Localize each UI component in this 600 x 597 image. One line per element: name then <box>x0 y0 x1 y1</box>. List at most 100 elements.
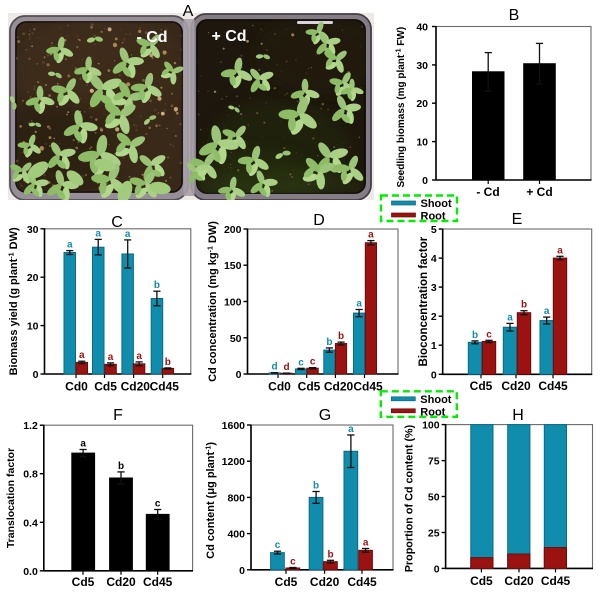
svg-text:10: 10 <box>27 321 39 333</box>
svg-text:a: a <box>108 352 114 363</box>
svg-text:Seedling biomass (mg plant-1 F: Seedling biomass (mg plant-1 FW) <box>396 27 408 188</box>
svg-text:d: d <box>272 362 278 373</box>
svg-text:a: a <box>67 240 73 251</box>
svg-text:4: 4 <box>431 253 437 265</box>
svg-text:150: 150 <box>224 260 242 272</box>
svg-text:Root: Root <box>421 211 446 223</box>
svg-text:Cd20: Cd20 <box>106 575 136 589</box>
svg-text:c: c <box>155 499 161 510</box>
svg-text:Cd45: Cd45 <box>143 575 173 589</box>
svg-text:a: a <box>363 538 369 549</box>
svg-text:a: a <box>348 424 354 435</box>
svg-text:b: b <box>165 357 171 368</box>
svg-text:Translocation factor: Translocation factor <box>5 448 17 548</box>
svg-text:30: 30 <box>27 224 39 236</box>
svg-text:0: 0 <box>422 175 428 187</box>
svg-text:1.2: 1.2 <box>23 420 38 432</box>
svg-text:Cd0: Cd0 <box>65 380 88 394</box>
svg-text:b: b <box>154 280 160 291</box>
svg-text:b: b <box>338 331 344 342</box>
svg-text:0.0: 0.0 <box>23 566 38 578</box>
svg-text:50: 50 <box>230 333 242 345</box>
svg-text:100: 100 <box>422 420 440 432</box>
svg-text:Cd45: Cd45 <box>538 379 568 393</box>
svg-text:Shoot: Shoot <box>421 198 452 210</box>
svg-text:a: a <box>356 299 362 310</box>
svg-text:1200: 1200 <box>222 456 246 468</box>
svg-text:75: 75 <box>428 456 440 468</box>
svg-text:b: b <box>313 481 319 492</box>
svg-text:0: 0 <box>236 369 242 381</box>
svg-text:0: 0 <box>434 563 440 575</box>
svg-text:3: 3 <box>431 282 437 294</box>
svg-text:50: 50 <box>428 492 440 504</box>
svg-text:Cd5: Cd5 <box>470 574 493 588</box>
svg-text:b: b <box>118 461 124 472</box>
svg-text:- Cd: - Cd <box>476 185 499 199</box>
svg-text:Bioconcentration factor: Bioconcentration factor <box>418 236 430 366</box>
svg-text:0: 0 <box>431 369 437 381</box>
svg-text:a: a <box>136 351 142 362</box>
svg-text:0.8: 0.8 <box>23 469 38 481</box>
svg-text:Cd20: Cd20 <box>121 380 151 394</box>
svg-text:Biomass yield (g plant-1 DW): Biomass yield (g plant-1 DW) <box>8 227 20 375</box>
svg-text:Cd5: Cd5 <box>275 575 298 589</box>
svg-text:b: b <box>472 330 478 341</box>
svg-text:a: a <box>79 350 85 361</box>
svg-text:Cd20: Cd20 <box>324 380 354 394</box>
svg-text:100: 100 <box>224 297 242 309</box>
svg-text:- Cd: - Cd <box>136 29 167 46</box>
svg-text:Cd45: Cd45 <box>150 380 180 394</box>
svg-text:a: a <box>368 230 374 241</box>
svg-text:0.4: 0.4 <box>23 517 38 529</box>
svg-text:H: H <box>512 407 524 424</box>
svg-text:G: G <box>319 407 331 424</box>
svg-text:F: F <box>113 407 123 424</box>
svg-text:Cd concentration (mg kg-1 DW): Cd concentration (mg kg-1 DW) <box>207 221 219 382</box>
svg-text:800: 800 <box>227 492 245 504</box>
svg-text:c: c <box>310 357 316 368</box>
svg-text:b: b <box>521 300 527 311</box>
svg-text:c: c <box>290 557 296 568</box>
svg-text:c: c <box>275 540 281 551</box>
svg-text:D: D <box>313 212 325 229</box>
svg-text:a: a <box>95 228 101 239</box>
svg-text:Cd45: Cd45 <box>541 574 571 588</box>
svg-text:a: a <box>80 439 86 450</box>
svg-text:Cd20: Cd20 <box>501 379 531 393</box>
svg-text:10: 10 <box>416 137 428 149</box>
svg-text:Cd20: Cd20 <box>310 575 340 589</box>
svg-text:d: d <box>284 362 290 373</box>
svg-text:Cd45: Cd45 <box>347 575 377 589</box>
svg-text:b: b <box>327 549 333 560</box>
svg-text:B: B <box>509 7 520 24</box>
svg-text:E: E <box>512 211 523 228</box>
svg-text:c: c <box>298 357 304 368</box>
svg-text:a: a <box>544 306 550 317</box>
svg-text:c: c <box>486 329 492 340</box>
svg-text:0: 0 <box>33 369 39 381</box>
svg-text:A: A <box>183 3 194 20</box>
svg-text:Cd content (μg plant-1): Cd content (μg plant-1) <box>205 442 217 559</box>
svg-text:40: 40 <box>416 22 428 34</box>
svg-text:1: 1 <box>431 340 437 352</box>
svg-text:0: 0 <box>239 565 245 577</box>
svg-text:Root: Root <box>420 406 445 418</box>
svg-text:20: 20 <box>27 272 39 284</box>
svg-text:25: 25 <box>428 528 440 540</box>
svg-text:Cd0: Cd0 <box>268 380 291 394</box>
svg-text:1600: 1600 <box>222 420 246 432</box>
svg-text:Cd20: Cd20 <box>504 574 534 588</box>
svg-text:20: 20 <box>416 98 428 110</box>
svg-text:+ Cd: + Cd <box>526 185 552 199</box>
svg-text:a: a <box>125 229 131 240</box>
svg-text:200: 200 <box>224 224 242 236</box>
svg-text:5: 5 <box>431 224 437 236</box>
svg-text:a: a <box>557 245 563 256</box>
svg-text:Shoot: Shoot <box>420 394 451 406</box>
svg-text:a: a <box>507 312 513 323</box>
svg-text:400: 400 <box>227 529 245 541</box>
svg-text:Cd5: Cd5 <box>298 380 321 394</box>
svg-text:Proportion of Cd content (%): Proportion of Cd content (%) <box>404 424 416 572</box>
svg-text:Cd45: Cd45 <box>353 380 383 394</box>
